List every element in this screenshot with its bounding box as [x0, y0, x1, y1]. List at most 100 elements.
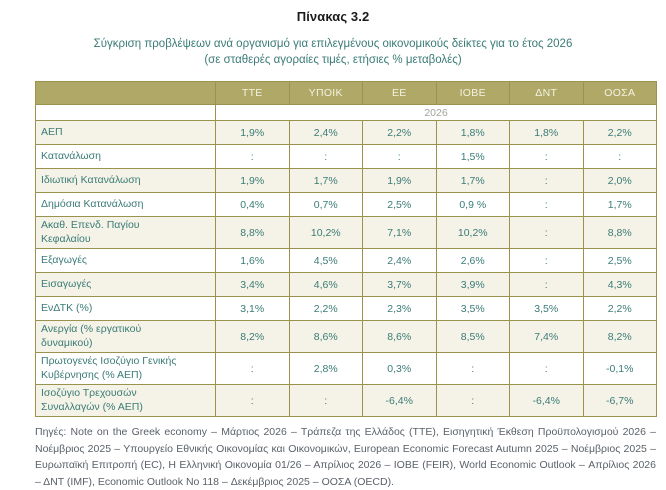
- value-cell: :: [509, 248, 584, 273]
- value-cell: 0,3%: [362, 352, 437, 385]
- value-cell: :: [509, 216, 584, 249]
- value-cell: 2,6%: [435, 248, 510, 273]
- value-cell: 4,3%: [582, 272, 657, 297]
- value-cell: 8,8%: [582, 216, 657, 249]
- value-cell: 2,8%: [288, 352, 363, 385]
- row-label: Εξαγωγές: [35, 248, 216, 273]
- value-cell: 4,6%: [288, 272, 363, 297]
- row-label: Ιδιωτική Κατανάλωση: [35, 168, 216, 193]
- value-cell: :: [509, 168, 584, 193]
- year-row: 2026: [35, 104, 657, 121]
- value-cell: 2,0%: [582, 168, 657, 193]
- value-cell: 2,2%: [582, 120, 657, 145]
- value-cell: :: [509, 192, 584, 217]
- value-cell: 8,6%: [288, 320, 363, 353]
- value-cell: 1,8%: [435, 120, 510, 145]
- row-label: Δημόσια Κατανάλωση: [35, 192, 216, 217]
- org-column-header: ΙΟΒΕ: [435, 81, 510, 105]
- value-cell: -6,4%: [362, 384, 437, 417]
- value-cell: 2,4%: [288, 120, 363, 145]
- value-cell: 2,2%: [582, 296, 657, 321]
- value-cell: -0,1%: [582, 352, 657, 385]
- value-cell: 1,7%: [435, 168, 510, 193]
- value-cell: 8,2%: [215, 320, 290, 353]
- value-cell: 2,2%: [362, 120, 437, 145]
- value-cell: 3,5%: [509, 296, 584, 321]
- table-row: ΕνΔΤΚ (%) 3,1% 2,2% 2,3% 3,5% 3,5% 2,2%: [35, 296, 657, 321]
- table-row: Εξαγωγές 1,6% 4,5% 2,4% 2,6%:2,5%: [35, 248, 657, 273]
- value-cell: 2,4%: [362, 248, 437, 273]
- table-row: Ανεργία (% εργατικού δυναμικού) 8,2% 8,6% 8…: [35, 320, 657, 353]
- table-row: Δημόσια Κατανάλωση 0,4% 0,7% 2,5% 0,9 %:1,7%: [35, 192, 657, 217]
- value-cell: 2,2%: [288, 296, 363, 321]
- row-label: Ισοζύγιο Τρεχουσών Συναλλαγών (% ΑΕΠ): [35, 384, 216, 417]
- value-cell: 3,5%: [435, 296, 510, 321]
- value-cell: 1,9%: [215, 120, 290, 145]
- forecast-table: ΤΤΕ ΥΠΟΙΚ ΕΕ ΙΟΒΕ ΔΝΤ ΟΟΣΑ 2026 ΑΕΠ 1,9% 2,4% 2,2…: [35, 81, 657, 417]
- table-subtitle-line1: Σύγκριση προβλέψεων ανά οργανισμό για επ…: [93, 38, 573, 50]
- value-cell: 8,5%: [435, 320, 510, 353]
- org-column-header: ΟΟΣΑ: [582, 81, 657, 105]
- row-label: ΕνΔΤΚ (%): [35, 296, 216, 321]
- value-cell: 0,4%: [215, 192, 290, 217]
- table-row: Ακαθ. Επενδ. Παγίου Κεφαλαίου 8,8% 10,2% 7,…: [35, 216, 657, 249]
- value-cell: 8,8%: [215, 216, 290, 249]
- value-cell: 10,2%: [435, 216, 510, 249]
- row-label: Ανεργία (% εργατικού δυναμικού): [35, 320, 216, 353]
- sources-note: Πηγές: Note on the Greek economy – Μάρτι…: [35, 426, 656, 488]
- value-cell: 1,9%: [215, 168, 290, 193]
- table-row: Κατανάλωση:::1,5%::: [35, 144, 657, 169]
- value-cell: 2,3%: [362, 296, 437, 321]
- value-cell: :: [215, 384, 290, 417]
- value-cell: 2,5%: [582, 248, 657, 273]
- value-cell: 1,5%: [435, 144, 510, 169]
- table-subtitle: Σύγκριση προβλέψεων ανά οργανισμό για επ…: [0, 36, 666, 68]
- value-cell: 1,7%: [582, 192, 657, 217]
- table-row: Πρωτογενές Ισοζύγιο Γενικής Κυβέρνησης (…: [35, 352, 657, 385]
- org-column-header: ΔΝΤ: [509, 81, 584, 105]
- value-cell: 2,5%: [362, 192, 437, 217]
- report-page: Πίνακας 3.2 Σύγκριση προβλέψεων ανά οργα…: [0, 9, 666, 488]
- value-cell: 1,6%: [215, 248, 290, 273]
- value-cell: 0,7%: [288, 192, 363, 217]
- value-cell: 3,1%: [215, 296, 290, 321]
- row-label: Κατανάλωση: [35, 144, 216, 169]
- org-column-header: ΥΠΟΙΚ: [288, 81, 363, 105]
- table-row: Ιδιωτική Κατανάλωση 1,9% 1,7% 1,9% 1,7%:2,0%: [35, 168, 657, 193]
- table-header: ΤΤΕ ΥΠΟΙΚ ΕΕ ΙΟΒΕ ΔΝΤ ΟΟΣΑ: [35, 81, 657, 105]
- value-cell: :: [509, 144, 584, 169]
- value-cell: -6,4%: [509, 384, 584, 417]
- value-cell: 4,5%: [288, 248, 363, 273]
- org-column-header: ΤΤΕ: [215, 81, 290, 105]
- value-cell: 0,9 %: [435, 192, 510, 217]
- value-cell: :: [509, 272, 584, 297]
- value-cell: :: [362, 144, 437, 169]
- value-cell: 7,1%: [362, 216, 437, 249]
- table-row: Ισοζύγιο Τρεχουσών Συναλλαγών (% ΑΕΠ):: -…: [35, 384, 657, 417]
- table-body: 2026 ΑΕΠ 1,9% 2,4% 2,2% 1,8% 1,8% 2,2% Κατανάλωσ…: [35, 104, 657, 417]
- row-label: Πρωτογενές Ισοζύγιο Γενικής Κυβέρνησης (…: [35, 352, 216, 385]
- value-cell: :: [509, 352, 584, 385]
- header-corner-cell: [35, 81, 216, 105]
- year-cell: 2026: [215, 104, 657, 121]
- value-cell: :: [582, 144, 657, 169]
- year-row-label-cell: [35, 104, 216, 121]
- row-label: Εισαγωγές: [35, 272, 216, 297]
- value-cell: 1,8%: [509, 120, 584, 145]
- value-cell: :: [288, 144, 363, 169]
- value-cell: 3,9%: [435, 272, 510, 297]
- value-cell: 1,7%: [288, 168, 363, 193]
- row-label: Ακαθ. Επενδ. Παγίου Κεφαλαίου: [35, 216, 216, 249]
- table-row: Εισαγωγές 3,4% 4,6% 3,7% 3,9%:4,3%: [35, 272, 657, 297]
- table-row: ΑΕΠ 1,9% 2,4% 2,2% 1,8% 1,8% 2,2%: [35, 120, 657, 145]
- org-header-row: ΤΤΕ ΥΠΟΙΚ ΕΕ ΙΟΒΕ ΔΝΤ ΟΟΣΑ: [35, 81, 657, 105]
- value-cell: :: [215, 352, 290, 385]
- value-cell: :: [288, 384, 363, 417]
- value-cell: 7,4%: [509, 320, 584, 353]
- org-column-header: ΕΕ: [362, 81, 437, 105]
- value-cell: 8,2%: [582, 320, 657, 353]
- value-cell: :: [435, 352, 510, 385]
- value-cell: 8,6%: [362, 320, 437, 353]
- value-cell: 3,7%: [362, 272, 437, 297]
- table-subtitle-line2: (σε σταθερές αγοραίες τιμές, ετήσιες % μ…: [204, 54, 462, 66]
